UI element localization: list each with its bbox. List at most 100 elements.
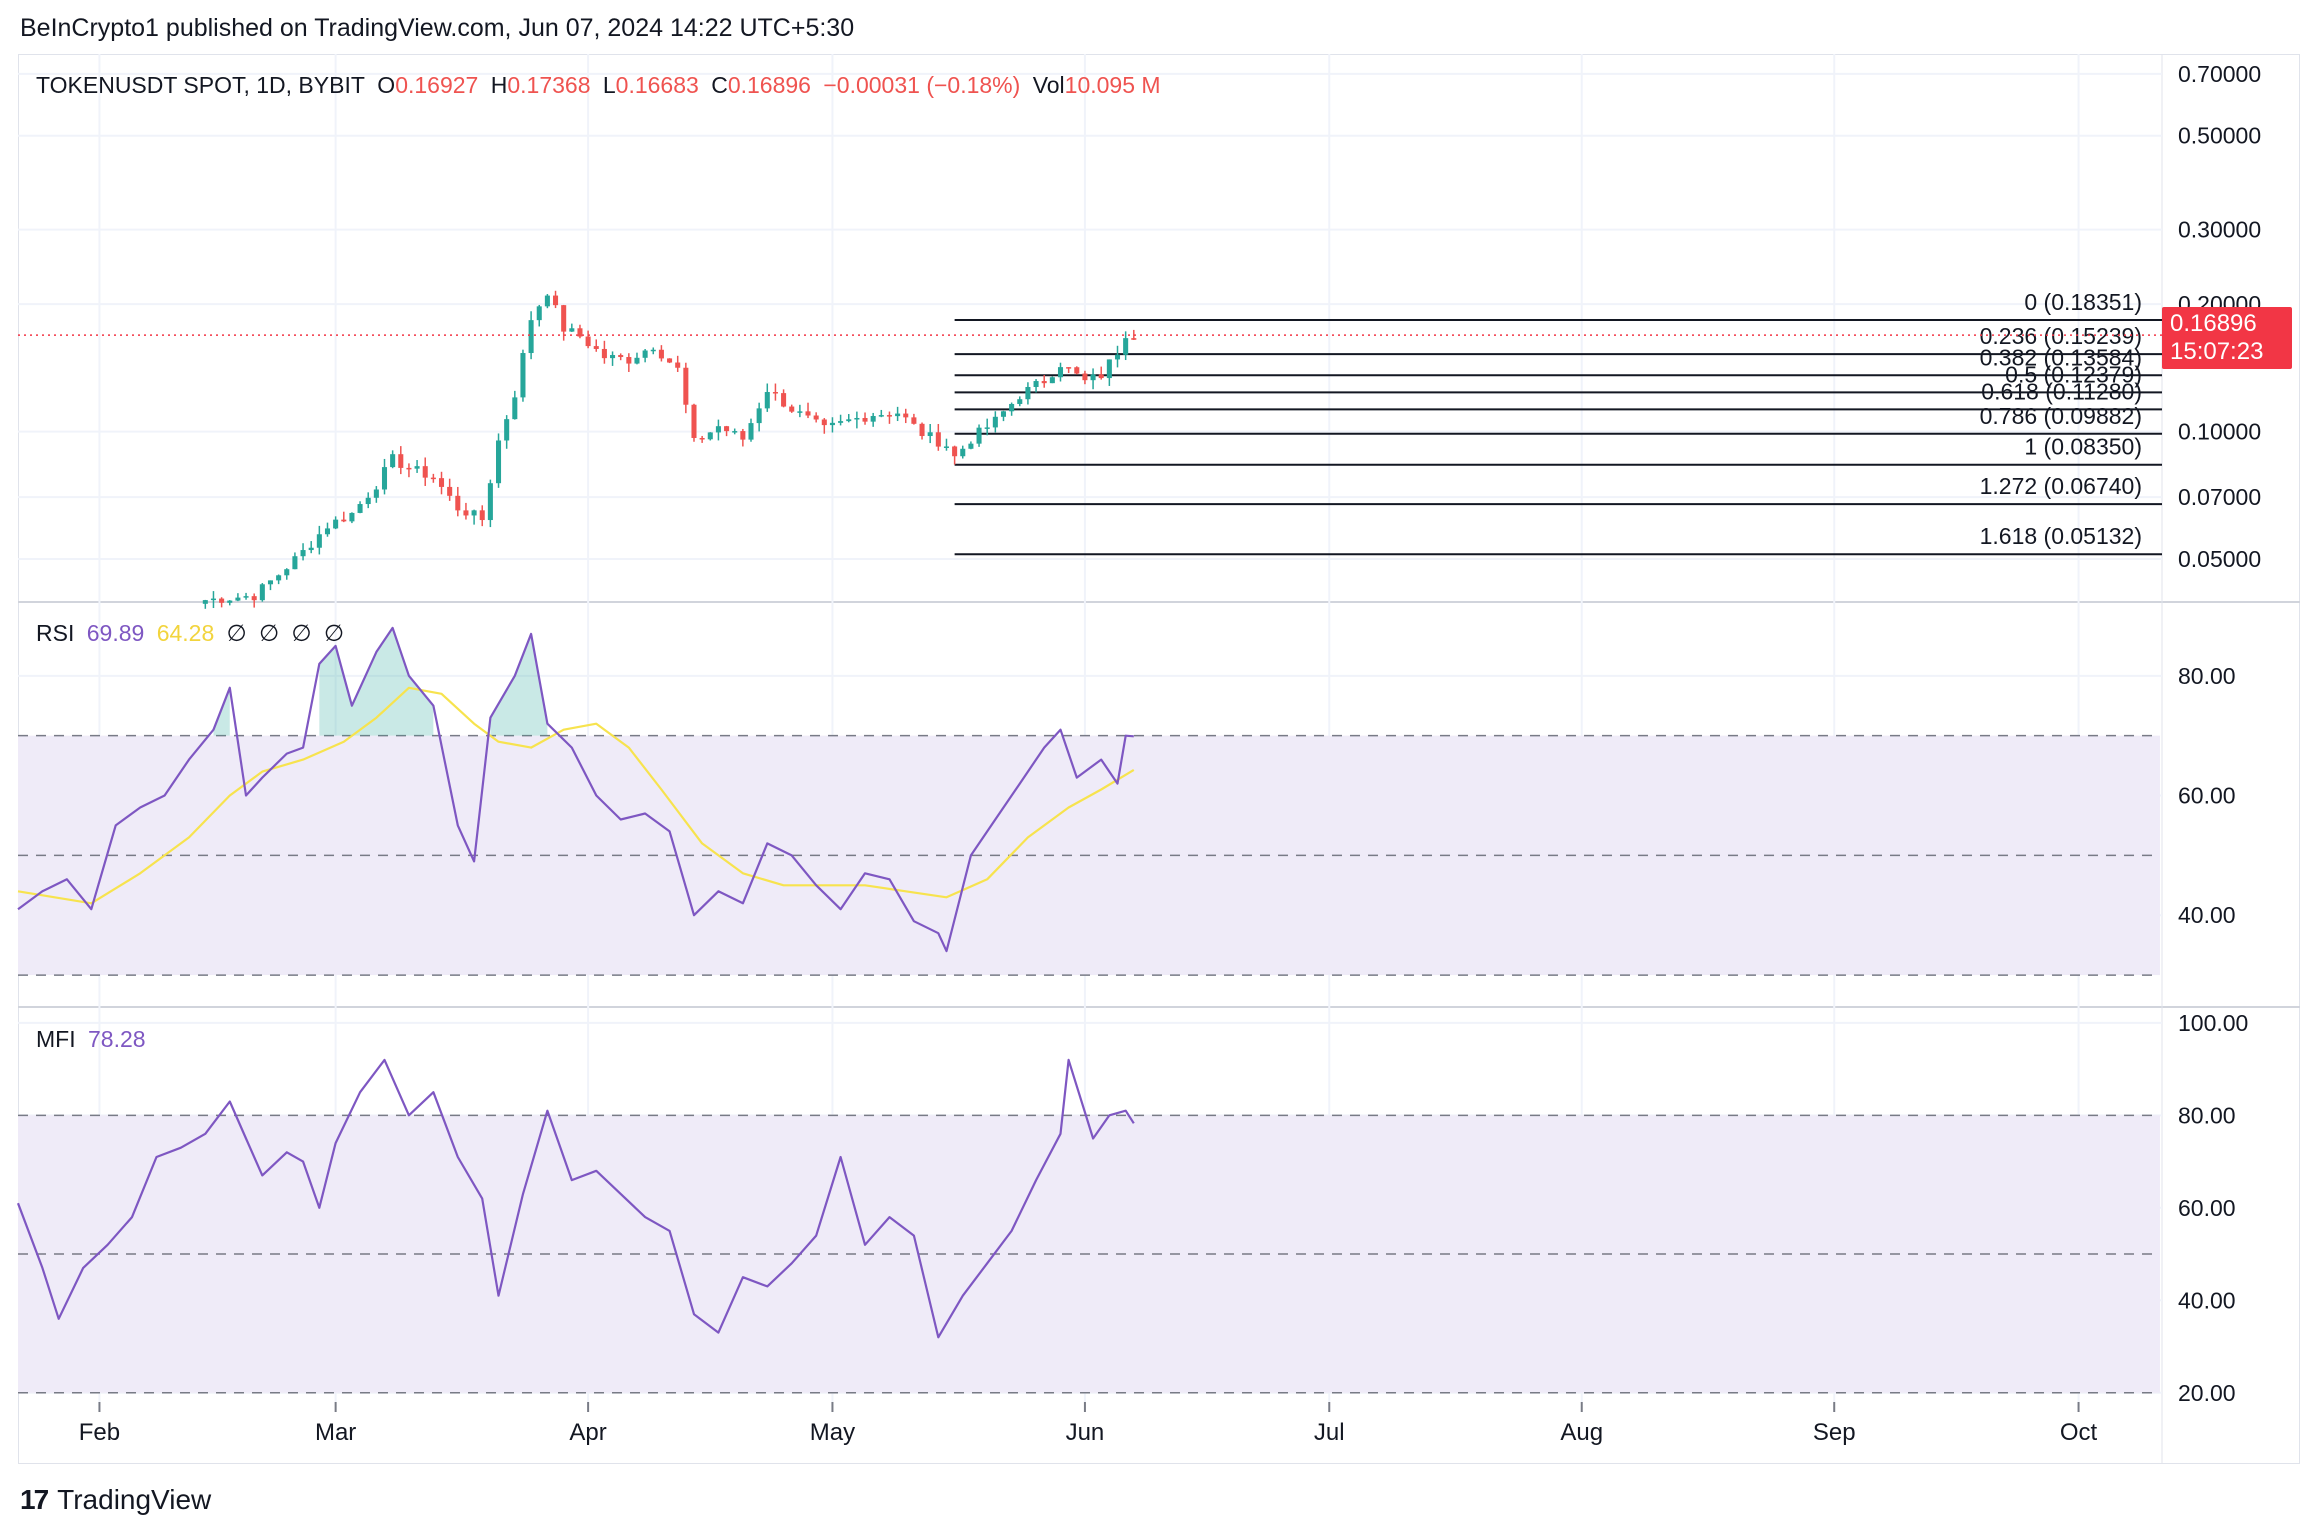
candle-body bbox=[911, 417, 917, 424]
candle-body bbox=[781, 393, 787, 407]
mfi-line bbox=[16, 1058, 1135, 1339]
candle-body bbox=[390, 454, 396, 468]
candle-body bbox=[1066, 367, 1072, 369]
candle-body bbox=[846, 419, 852, 422]
candle-body bbox=[992, 416, 998, 428]
candle-body bbox=[1131, 338, 1137, 340]
month-tick-label: Sep bbox=[1813, 1419, 1856, 1446]
candle-body bbox=[210, 598, 216, 601]
fib-level-label: 0 (0.18351) bbox=[2024, 289, 2142, 315]
fib-level-label: 0.236 (0.15239) bbox=[1980, 323, 2142, 349]
rsi-ma-line bbox=[17, 686, 1135, 905]
candle-body bbox=[553, 295, 559, 306]
candle-body bbox=[333, 519, 339, 529]
hidden-value-icon: ∅ bbox=[323, 620, 344, 646]
open-value: 0.16927 bbox=[395, 72, 479, 98]
candle-body bbox=[259, 584, 265, 601]
close-value: 0.16896 bbox=[727, 72, 811, 98]
rsi-label[interactable]: RSI bbox=[36, 620, 75, 646]
candle-body bbox=[919, 423, 925, 437]
candle-body bbox=[821, 419, 827, 426]
open-label: O bbox=[377, 72, 396, 98]
candle-body bbox=[960, 448, 966, 457]
candle-body bbox=[276, 575, 282, 581]
candle-body bbox=[1057, 367, 1064, 378]
candle-body bbox=[642, 350, 648, 358]
candle-body bbox=[813, 415, 819, 420]
candle-body bbox=[748, 423, 754, 440]
rsi-overbought-fill bbox=[319, 627, 434, 736]
close-label: C bbox=[711, 72, 728, 98]
candle-body bbox=[243, 596, 249, 598]
candle-body bbox=[1090, 374, 1096, 381]
candle-body bbox=[406, 467, 412, 470]
fib-level-label: 1.618 (0.05132) bbox=[1980, 523, 2142, 549]
candle-body bbox=[732, 431, 738, 433]
candle-body bbox=[251, 596, 257, 601]
volume-label: Vol bbox=[1032, 72, 1065, 98]
tradingview-brand[interactable]: TradingView bbox=[57, 1484, 212, 1515]
candle-body bbox=[724, 426, 730, 432]
high-label: H bbox=[490, 72, 508, 98]
candle-body bbox=[1033, 381, 1039, 387]
candle-body bbox=[438, 478, 445, 487]
month-tick-label: Mar bbox=[315, 1419, 356, 1446]
candle-body bbox=[610, 355, 616, 359]
candle-body bbox=[202, 600, 208, 604]
mfi-label[interactable]: MFI bbox=[36, 1026, 76, 1052]
candle-body bbox=[479, 510, 485, 521]
hidden-value-icon: ∅ bbox=[226, 620, 247, 646]
candle-body bbox=[789, 406, 795, 412]
candle-body bbox=[927, 432, 933, 437]
candle-body bbox=[658, 349, 664, 359]
month-tick-label: Jun bbox=[1066, 1419, 1105, 1446]
candle-body bbox=[1025, 386, 1031, 400]
price-tick-label: 0.30000 bbox=[2178, 217, 2261, 243]
candle-body bbox=[569, 328, 575, 332]
tradingview-logo-icon[interactable]: 17 bbox=[20, 1484, 49, 1515]
footer: 17 TradingView bbox=[20, 1484, 211, 1516]
candle-body bbox=[756, 408, 762, 424]
candle-body bbox=[398, 454, 404, 468]
price-tick-label: 0.70000 bbox=[2178, 61, 2261, 87]
indicator-bands bbox=[18, 734, 2160, 1394]
candle-body bbox=[854, 417, 860, 420]
price-tick-label: 0.07000 bbox=[2178, 484, 2261, 510]
candle-body bbox=[878, 415, 884, 417]
candle-body bbox=[895, 413, 901, 417]
candle-body bbox=[373, 489, 379, 498]
candle-body bbox=[707, 432, 713, 440]
candle-body bbox=[471, 510, 477, 516]
candle-body bbox=[601, 348, 607, 359]
candle-body bbox=[219, 598, 225, 603]
mfi-tick-label: 40.00 bbox=[2178, 1287, 2236, 1313]
candle-body bbox=[1114, 354, 1121, 360]
candle-body bbox=[650, 349, 656, 352]
fib-level-label: 0.5 (0.12379) bbox=[2005, 361, 2142, 387]
fib-level-label: 0.618 (0.11280) bbox=[1981, 378, 2142, 404]
month-tick-label: Oct bbox=[2060, 1419, 2098, 1446]
candle-body bbox=[626, 357, 632, 364]
candle-body bbox=[561, 305, 567, 332]
candle-body bbox=[805, 411, 811, 416]
candle-body bbox=[1041, 381, 1047, 384]
symbol-name[interactable]: TOKENUSDT SPOT, 1D, BYBIT bbox=[36, 72, 365, 98]
mfi-tick-label: 80.00 bbox=[2178, 1102, 2236, 1128]
candle-body bbox=[528, 320, 534, 354]
candle-body bbox=[495, 440, 502, 484]
price-tick-label: 0.05000 bbox=[2178, 546, 2261, 572]
candlesticks bbox=[18, 290, 2162, 609]
low-label: L bbox=[602, 72, 616, 98]
candle-body bbox=[862, 417, 868, 422]
hidden-value-icon: ∅ bbox=[259, 620, 280, 646]
candle-body bbox=[886, 415, 892, 417]
candle-body bbox=[634, 357, 640, 364]
candle-body bbox=[422, 466, 428, 478]
candle-body bbox=[1009, 403, 1015, 412]
candle-body bbox=[1098, 374, 1104, 379]
candle-body bbox=[935, 432, 941, 447]
fib-level-label: 1 (0.08350) bbox=[2024, 434, 2142, 460]
candle-body bbox=[577, 328, 583, 337]
last-price-badge: 0.16896 15:07:23 bbox=[2162, 307, 2292, 369]
